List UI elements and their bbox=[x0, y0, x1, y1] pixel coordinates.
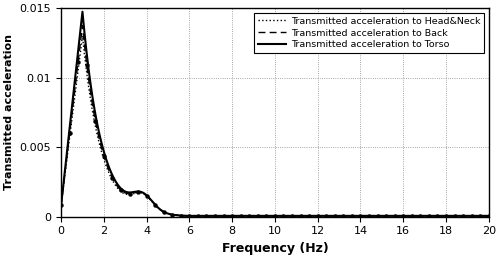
Transmitted acceleration to Head&Neck bbox=[452, 214, 458, 217]
Transmitted acceleration to Torso bbox=[486, 214, 492, 217]
Transmitted acceleration to Head&Neck bbox=[262, 214, 268, 217]
Transmitted acceleration to Head&Neck bbox=[238, 214, 244, 217]
Transmitted acceleration to Head&Neck bbox=[183, 214, 189, 217]
Transmitted acceleration to Back bbox=[184, 214, 190, 217]
Transmitted acceleration to Torso bbox=[369, 214, 375, 217]
Transmitted acceleration to Back bbox=[369, 214, 375, 217]
Transmitted acceleration to Back bbox=[486, 214, 492, 217]
Line: Transmitted acceleration to Head&Neck: Transmitted acceleration to Head&Neck bbox=[61, 36, 489, 216]
Transmitted acceleration to Back bbox=[242, 214, 248, 217]
Transmitted acceleration to Head&Neck bbox=[242, 214, 248, 217]
Legend: Transmitted acceleration to Head&Neck, Transmitted acceleration to Back, Transmi: Transmitted acceleration to Head&Neck, T… bbox=[254, 13, 484, 53]
Transmitted acceleration to Head&Neck bbox=[486, 214, 492, 217]
X-axis label: Frequency (Hz): Frequency (Hz) bbox=[222, 242, 328, 255]
Line: Transmitted acceleration to Torso: Transmitted acceleration to Torso bbox=[61, 12, 489, 216]
Transmitted acceleration to Back bbox=[58, 204, 64, 207]
Transmitted acceleration to Back bbox=[262, 214, 268, 217]
Transmitted acceleration to Head&Neck bbox=[80, 34, 86, 38]
Transmitted acceleration to Torso bbox=[452, 214, 458, 217]
Transmitted acceleration to Torso bbox=[58, 204, 64, 207]
Transmitted acceleration to Torso bbox=[238, 214, 244, 217]
Transmitted acceleration to Back bbox=[473, 214, 479, 217]
Transmitted acceleration to Torso bbox=[242, 214, 248, 217]
Line: Transmitted acceleration to Back: Transmitted acceleration to Back bbox=[61, 26, 489, 216]
Transmitted acceleration to Torso bbox=[473, 214, 479, 217]
Transmitted acceleration to Head&Neck bbox=[473, 214, 479, 217]
Transmitted acceleration to Torso bbox=[186, 214, 192, 217]
Transmitted acceleration to Torso bbox=[80, 10, 86, 13]
Transmitted acceleration to Head&Neck bbox=[58, 204, 64, 207]
Transmitted acceleration to Head&Neck bbox=[369, 214, 375, 217]
Transmitted acceleration to Back bbox=[80, 24, 86, 27]
Transmitted acceleration to Torso bbox=[262, 214, 268, 217]
Transmitted acceleration to Back bbox=[238, 214, 244, 217]
Transmitted acceleration to Back bbox=[452, 214, 458, 217]
Y-axis label: Transmitted acceleration: Transmitted acceleration bbox=[4, 34, 14, 190]
